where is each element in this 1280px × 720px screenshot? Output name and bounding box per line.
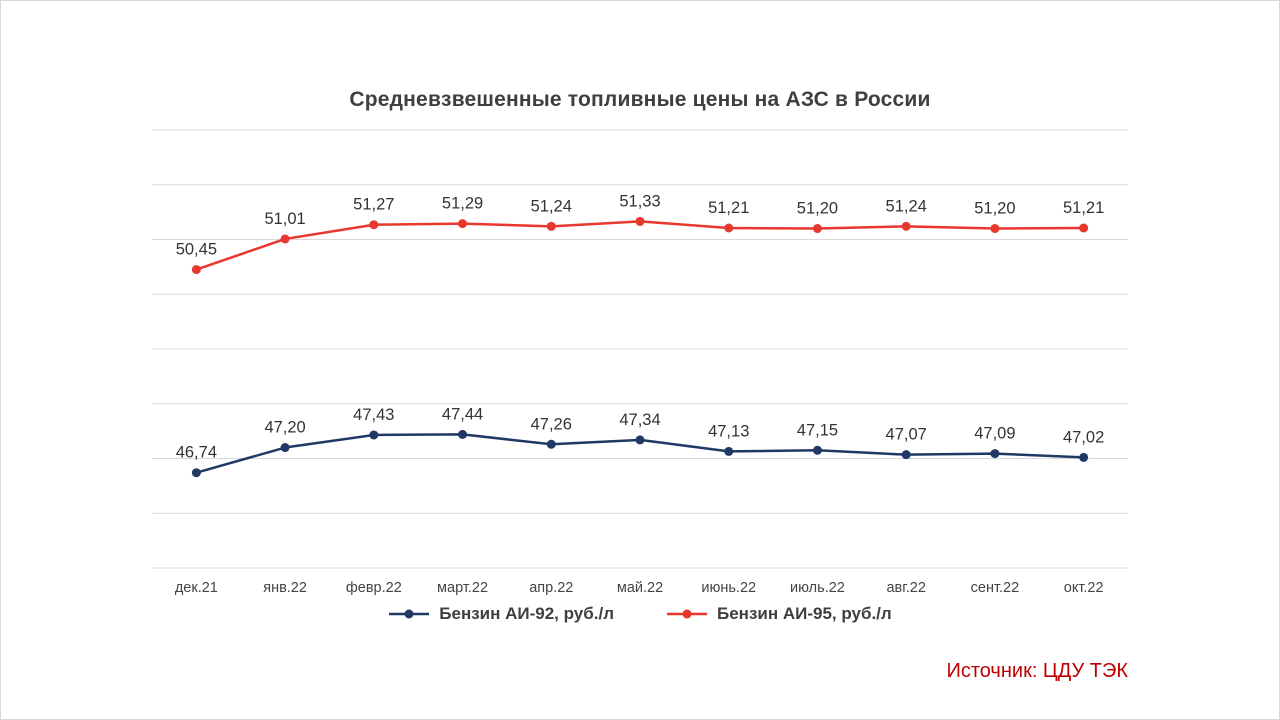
data-point-marker bbox=[635, 216, 645, 226]
x-axis-label: сент.22 bbox=[971, 580, 1020, 596]
chart-title: Средневзвешенные топливные цены на АЗС в… bbox=[349, 88, 931, 111]
data-point-label: 47,13 bbox=[708, 422, 749, 440]
data-point-label: 51,29 bbox=[442, 195, 483, 213]
data-point-label: 51,33 bbox=[619, 192, 660, 210]
x-axis-label: май.22 bbox=[617, 580, 663, 596]
data-point-label: 51,24 bbox=[531, 197, 572, 215]
data-point-marker bbox=[1079, 223, 1089, 233]
data-point-marker bbox=[191, 265, 201, 275]
data-point-marker bbox=[458, 219, 468, 229]
data-point-marker bbox=[546, 439, 556, 449]
data-point-marker bbox=[901, 450, 911, 460]
data-point-label: 51,24 bbox=[886, 197, 927, 215]
legend-line-marker-ai95-icon bbox=[667, 609, 707, 619]
x-axis-label: апр.22 bbox=[529, 580, 573, 596]
data-point-label: 51,20 bbox=[974, 200, 1015, 218]
data-point-label: 47,07 bbox=[886, 426, 927, 444]
x-axis-label: февр.22 bbox=[346, 580, 402, 596]
legend-label-ai92: Бензин АИ-92, руб./л bbox=[439, 604, 614, 623]
data-point-label: 51,21 bbox=[1063, 199, 1104, 217]
data-point-marker bbox=[369, 220, 379, 230]
data-point-label: 47,34 bbox=[619, 411, 660, 429]
data-point-marker bbox=[458, 429, 468, 439]
data-point-label: 47,09 bbox=[974, 425, 1015, 443]
x-axis-label: июнь.22 bbox=[701, 580, 756, 596]
data-point-marker bbox=[812, 445, 822, 455]
data-point-marker bbox=[724, 223, 734, 233]
data-point-marker bbox=[990, 224, 1000, 234]
legend-item-ai92[interactable]: Бензин АИ-92, руб./л bbox=[388, 604, 614, 624]
x-axis-label: июль.22 bbox=[790, 580, 845, 596]
data-point-label: 47,44 bbox=[442, 405, 483, 423]
data-point-marker bbox=[901, 221, 911, 231]
data-point-marker bbox=[280, 234, 290, 244]
data-point-label: 47,43 bbox=[353, 406, 394, 424]
x-axis-label: окт.22 bbox=[1064, 580, 1104, 596]
data-point-label: 51,21 bbox=[708, 199, 749, 217]
x-axis-label: авг.22 bbox=[886, 580, 925, 596]
data-point-marker bbox=[191, 468, 201, 478]
chart-legend: Бензин АИ-92, руб./л Бензин АИ-95, руб./… bbox=[0, 604, 1280, 624]
data-point-marker bbox=[1079, 452, 1089, 462]
data-point-marker bbox=[546, 221, 556, 231]
data-point-label: 51,20 bbox=[797, 200, 838, 218]
data-point-marker bbox=[280, 443, 290, 453]
legend-item-ai95[interactable]: Бензин АИ-95, руб./л bbox=[666, 604, 892, 624]
data-point-marker bbox=[369, 430, 379, 440]
data-point-marker bbox=[990, 449, 1000, 459]
data-point-marker bbox=[812, 224, 822, 234]
data-point-label: 50,45 bbox=[176, 241, 217, 259]
series-line bbox=[195, 220, 1085, 271]
data-point-label: 47,20 bbox=[264, 419, 305, 437]
data-point-marker bbox=[724, 446, 734, 456]
x-axis-label: янв.22 bbox=[263, 580, 307, 596]
x-axis-label: дек.21 bbox=[175, 580, 218, 596]
x-axis-label: март.22 bbox=[437, 580, 488, 596]
data-point-label: 47,26 bbox=[531, 415, 572, 433]
legend-label-ai95: Бензин АИ-95, руб./л bbox=[717, 604, 892, 623]
data-point-label: 51,27 bbox=[353, 196, 394, 214]
data-point-label: 51,01 bbox=[264, 210, 305, 228]
data-point-marker bbox=[635, 435, 645, 445]
data-point-label: 46,74 bbox=[176, 444, 217, 462]
legend-line-marker-ai92-icon bbox=[389, 609, 430, 619]
data-point-label: 47,15 bbox=[797, 421, 838, 439]
data-point-label: 47,02 bbox=[1063, 428, 1104, 446]
source-note: Источник: ЦДУ ТЭК bbox=[946, 660, 1128, 682]
